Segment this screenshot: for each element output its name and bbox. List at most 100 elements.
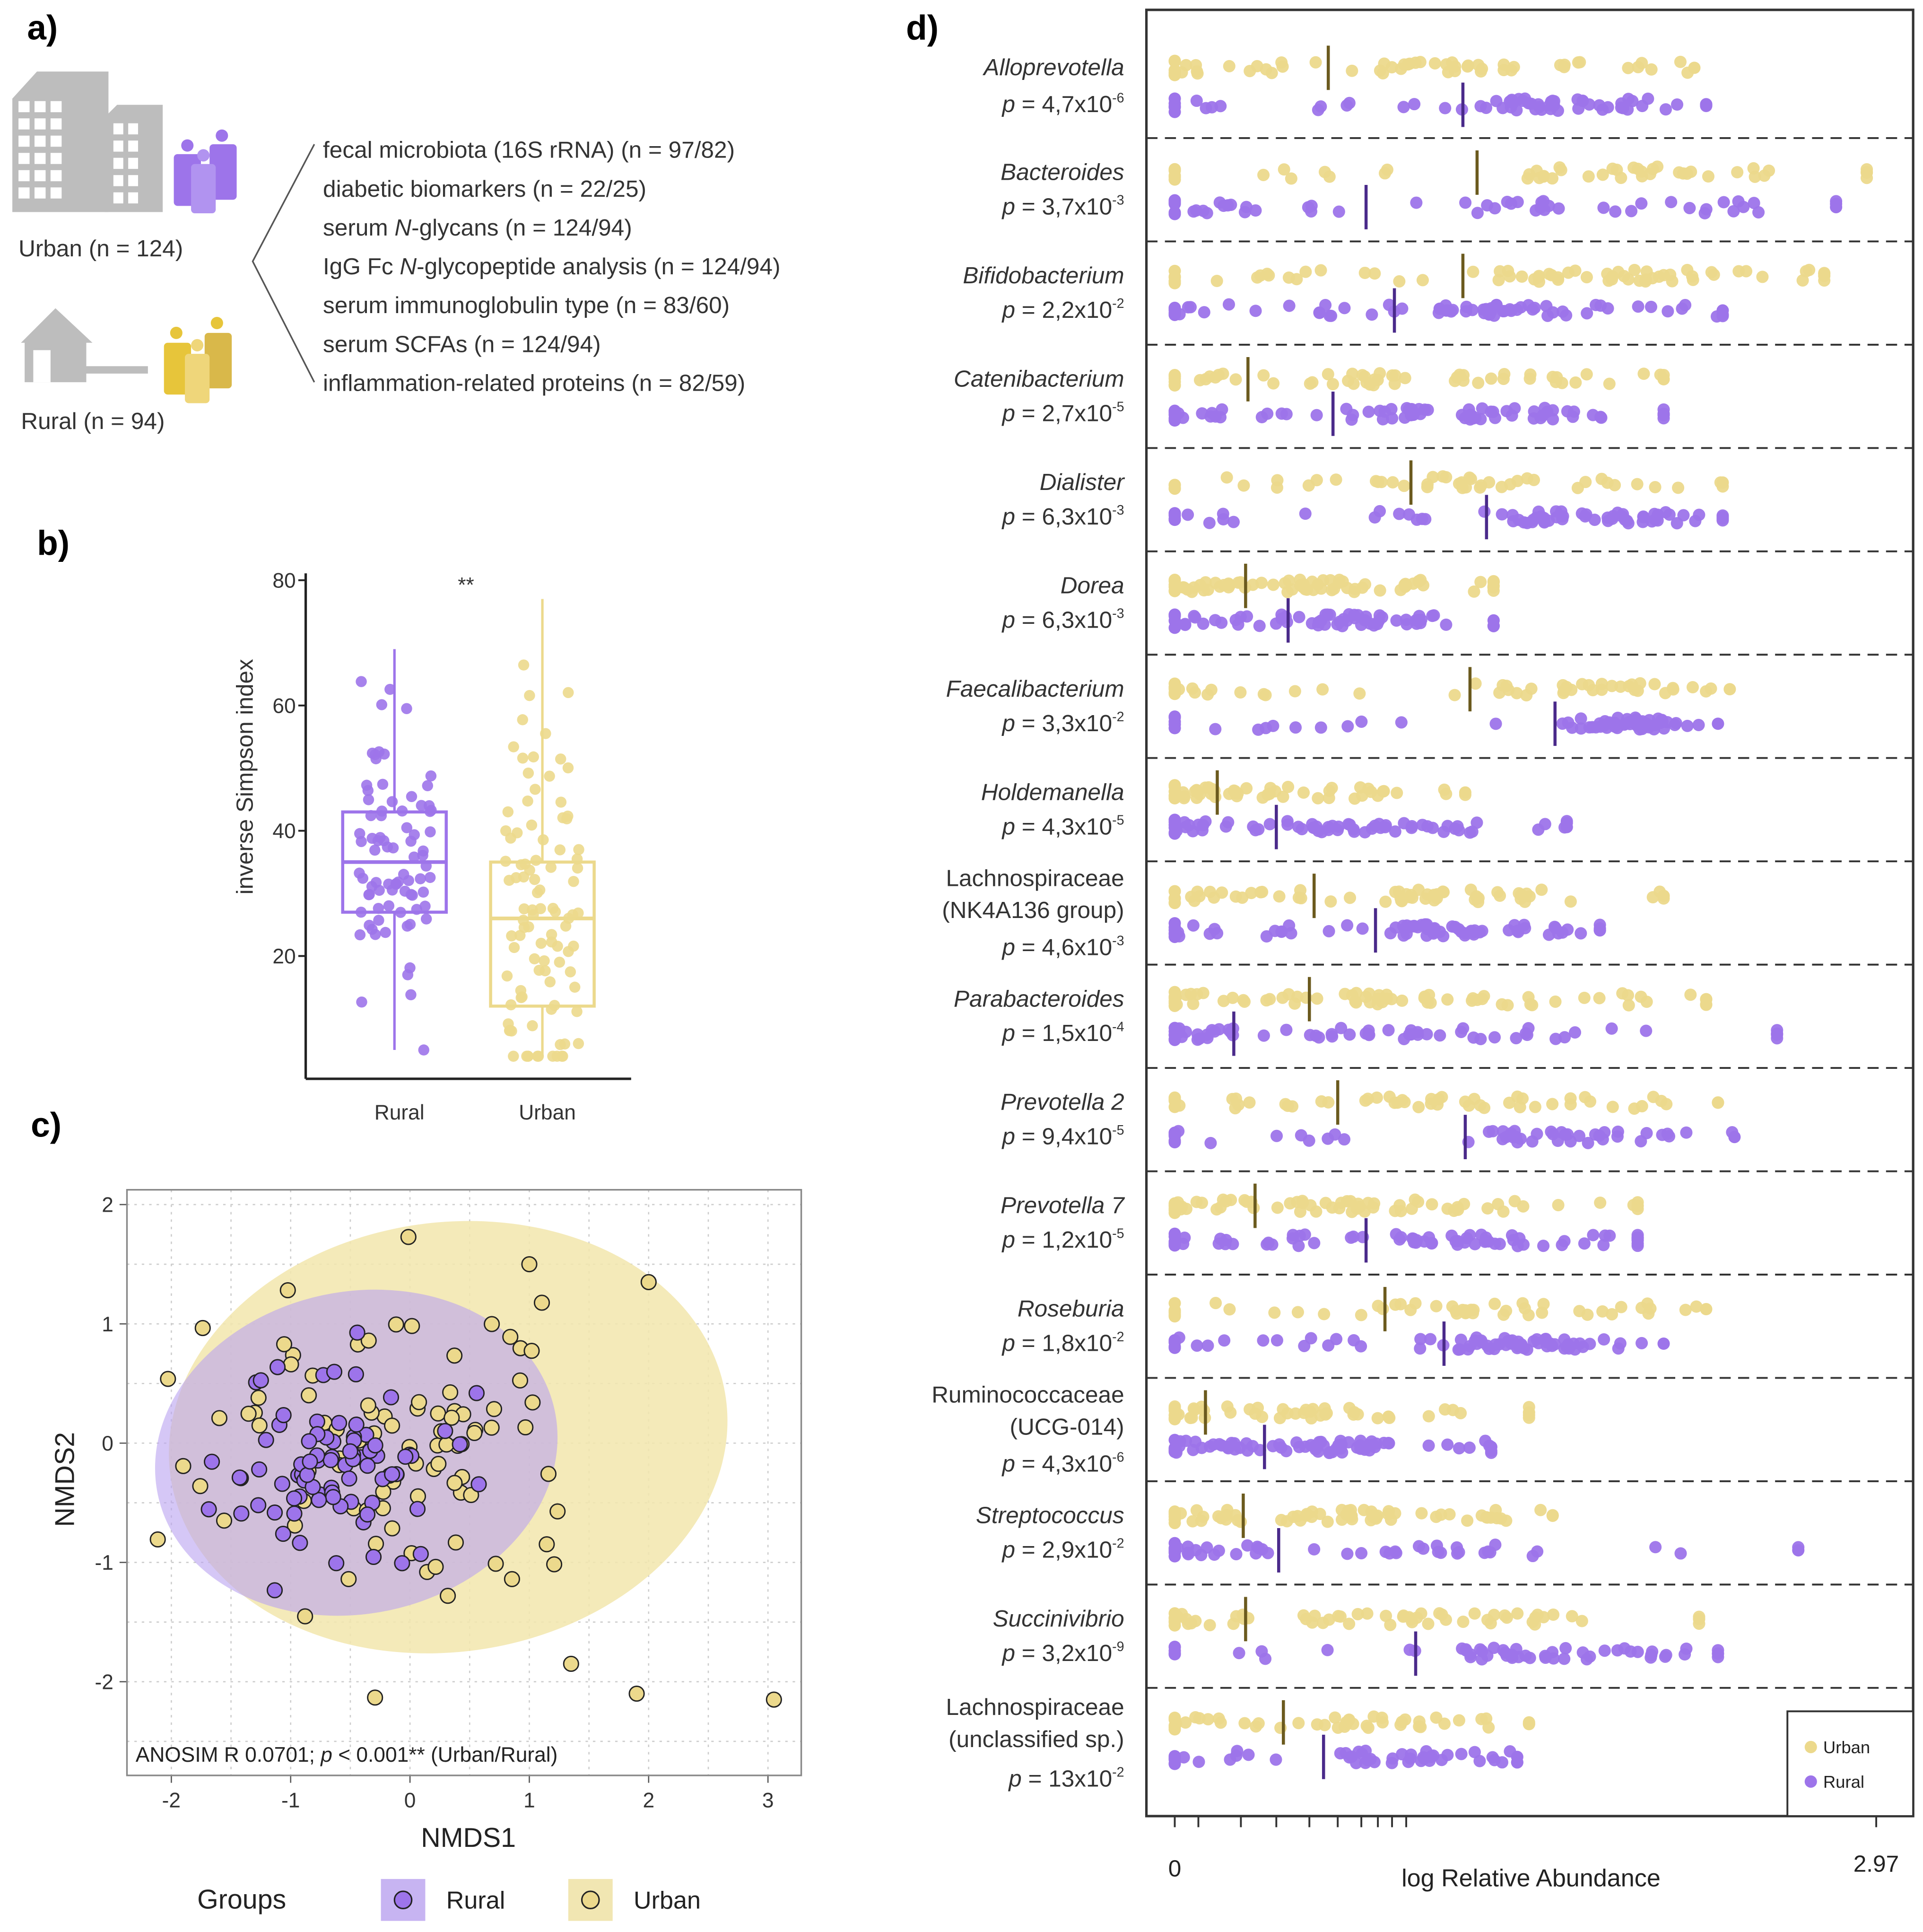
point-urban: [1631, 1199, 1644, 1212]
point-rural: [1659, 1650, 1671, 1663]
point-rural: [1219, 820, 1232, 833]
point-urban: [384, 1417, 400, 1434]
point-urban: [1168, 277, 1181, 289]
point-urban: [1205, 683, 1218, 696]
taxon-name: Succinivibrio: [993, 1606, 1124, 1632]
p-value: p = 1,8x10-2: [1001, 1329, 1124, 1356]
point-rural: [1426, 822, 1439, 834]
point-rural: [1218, 1334, 1231, 1347]
point-rural: [1275, 925, 1288, 938]
data-point: [539, 955, 550, 967]
point-urban: [1364, 378, 1376, 391]
point-rural: [1645, 300, 1657, 313]
point-urban: [1243, 1096, 1256, 1109]
window: [50, 187, 62, 199]
point-rural: [299, 1467, 315, 1483]
point-urban: [360, 1397, 376, 1414]
point-urban: [1314, 1507, 1326, 1521]
p-equals: = 2,7x10: [1015, 401, 1112, 427]
point-rural: [349, 1324, 365, 1341]
point-urban: [1507, 61, 1520, 73]
window: [34, 187, 46, 199]
point-rural: [1466, 825, 1479, 838]
point-urban: [628, 1685, 645, 1702]
window: [113, 157, 123, 169]
point-rural: [1366, 1439, 1378, 1451]
data-point: [518, 915, 529, 926]
point-rural: [1302, 201, 1314, 214]
data-point: [552, 941, 563, 952]
data-point: [512, 827, 523, 839]
point-urban: [1282, 780, 1295, 793]
window: [50, 153, 62, 164]
data-point: [418, 1044, 429, 1056]
point-rural: [1304, 1029, 1316, 1041]
point-urban: [1354, 781, 1367, 794]
point-rural: [1547, 413, 1559, 426]
point-urban: [1660, 1098, 1673, 1110]
point-urban: [1300, 1508, 1313, 1521]
point-urban: [368, 1536, 384, 1552]
point-rural: [1671, 98, 1684, 111]
point-rural: [1507, 1233, 1520, 1246]
point-rural: [397, 1449, 414, 1465]
point-rural: [1473, 1755, 1486, 1767]
significance-marker: **: [458, 573, 474, 596]
p-equals: = 13x10: [1022, 1766, 1112, 1792]
point-rural: [1618, 1642, 1631, 1655]
point-urban: [1175, 1507, 1187, 1520]
taxon-row: Bifidobacterium p = 2,2x10-2: [963, 254, 1914, 346]
point-rural: [1384, 927, 1397, 940]
legend-box: [1786, 1710, 1914, 1817]
point-rural: [1270, 1334, 1283, 1347]
point-rural: [468, 1385, 485, 1401]
data-point: [375, 810, 387, 822]
point-rural: [1340, 99, 1353, 112]
point-urban: [1461, 1514, 1474, 1527]
x-tick-label: 1: [523, 1789, 535, 1812]
point-urban: [1267, 377, 1280, 390]
point-rural: [1356, 922, 1369, 935]
data-point: [356, 996, 367, 1008]
point-urban: [1606, 1101, 1619, 1113]
point-rural: [1238, 206, 1251, 219]
point-urban: [1492, 1198, 1505, 1211]
point-urban: [1679, 1303, 1692, 1316]
point-urban: [194, 1320, 211, 1337]
data-point: [565, 966, 576, 978]
x-axis-label: NMDS1: [421, 1823, 516, 1853]
point-urban: [1343, 1402, 1356, 1415]
point-rural: [1681, 719, 1694, 732]
legend-rural-marker: [1804, 1775, 1817, 1788]
point-urban: [367, 1689, 383, 1706]
point-urban: [1175, 66, 1188, 79]
point-urban: [1335, 1513, 1349, 1526]
p-symbol: p: [1001, 934, 1015, 960]
point-urban: [1168, 264, 1181, 277]
data-point: [515, 985, 527, 997]
point-urban: [1190, 1504, 1203, 1517]
point-urban: [1271, 1201, 1284, 1214]
point-urban: [1173, 1099, 1186, 1112]
point-rural: [1700, 98, 1713, 111]
p-symbol: p: [1001, 401, 1015, 427]
point-urban: [192, 1478, 209, 1495]
point-rural: [1168, 711, 1181, 724]
point-urban: [1384, 1618, 1397, 1631]
point-urban: [1700, 993, 1713, 1005]
point-urban: [1251, 60, 1263, 72]
point-urban: [502, 1329, 519, 1345]
data-point: [354, 867, 365, 879]
point-rural: [1575, 927, 1587, 940]
point-urban: [1707, 268, 1720, 281]
point-rural: [1662, 1130, 1676, 1143]
point-rural: [1367, 619, 1380, 632]
point-rural: [1192, 818, 1205, 831]
point-rural: [1299, 507, 1312, 520]
point-rural: [1177, 1238, 1190, 1250]
point-urban: [1351, 1408, 1364, 1421]
point-urban: [250, 1390, 267, 1406]
point-urban: [1606, 162, 1619, 175]
point-rural: [1455, 1748, 1468, 1760]
point-rural: [1242, 1748, 1255, 1761]
